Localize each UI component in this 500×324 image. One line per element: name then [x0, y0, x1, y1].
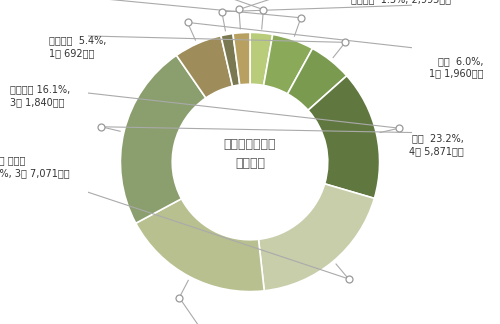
Wedge shape [308, 76, 380, 198]
Wedge shape [264, 34, 312, 94]
Text: 대학  23.2%,
4조 5,871억원: 대학 23.2%, 4조 5,871억원 [409, 133, 464, 156]
Wedge shape [288, 49, 346, 110]
Text: 부처 직할 출연연
18.7%, 3조 7,071억원: 부처 직할 출연연 18.7%, 3조 7,071억원 [0, 156, 70, 178]
Text: 중견기업  5.4%,
1조 692억원: 중견기업 5.4%, 1조 692억원 [49, 35, 106, 58]
Wedge shape [136, 199, 264, 292]
Wedge shape [258, 184, 374, 291]
Wedge shape [176, 36, 233, 98]
Text: 중소기업 16.1%,
3조 1,840억원: 중소기업 16.1%, 3조 1,840억원 [10, 84, 70, 107]
Wedge shape [233, 32, 250, 85]
Text: 연구수행주체별
집행비중: 연구수행주체별 집행비중 [224, 138, 276, 170]
Wedge shape [250, 32, 272, 86]
Text: 정부부처  1.5%, 2,993억원: 정부부처 1.5%, 2,993억원 [351, 0, 451, 4]
Text: 기타  6.0%,
1조 1,960억원: 기타 6.0%, 1조 1,960억원 [429, 56, 484, 78]
Wedge shape [221, 33, 240, 86]
Wedge shape [120, 55, 206, 223]
